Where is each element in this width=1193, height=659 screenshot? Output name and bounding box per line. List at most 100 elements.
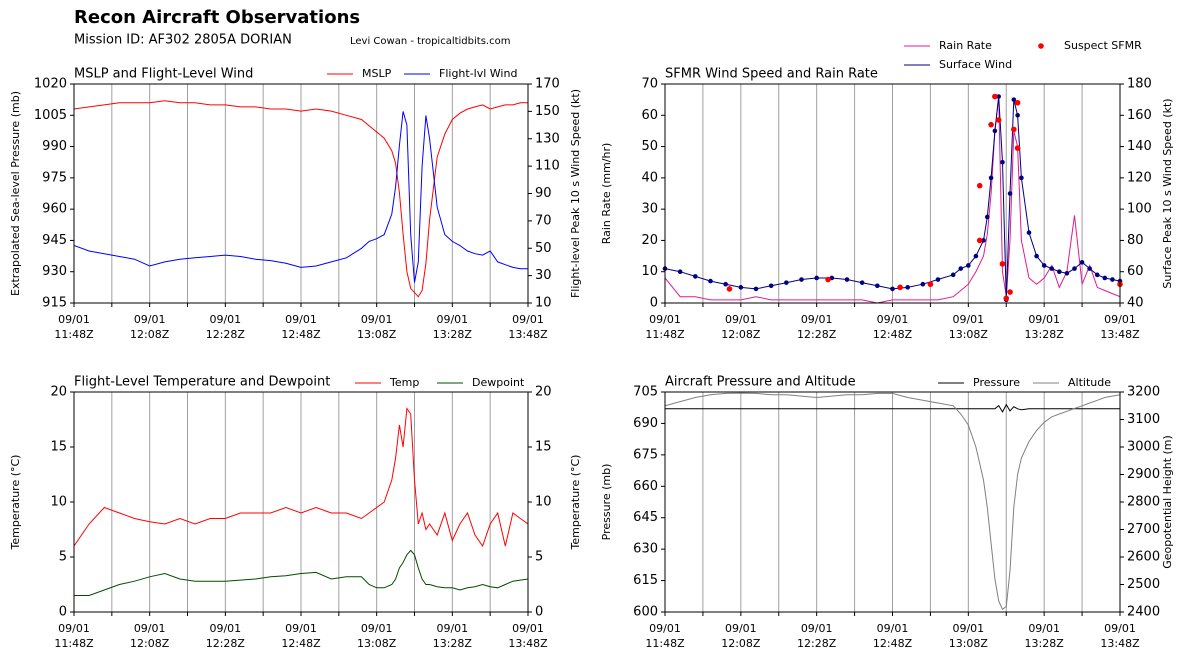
y-tick-label: 645 xyxy=(633,510,658,525)
y-tick-label: 690 xyxy=(633,416,658,431)
y-tick-label: 20 xyxy=(641,233,658,248)
y-tick-label: 0 xyxy=(650,296,658,311)
y-tick-label: 5 xyxy=(59,550,67,565)
series-point xyxy=(890,286,895,292)
y2-tick-label: 2400 xyxy=(1127,605,1160,620)
series-point xyxy=(768,283,774,289)
series-point xyxy=(753,286,759,292)
axes-title: Flight-Level Temperature and Dewpoint xyxy=(74,375,330,390)
legend-label: Altitude xyxy=(1068,376,1111,389)
series-line xyxy=(665,96,1120,303)
series-line xyxy=(665,392,1120,611)
y2-tick-label: 0 xyxy=(535,605,543,620)
series-point xyxy=(935,277,941,282)
y2-tick-label: 3000 xyxy=(1127,440,1160,455)
x-tick-label: 09/01 12:28Z xyxy=(797,313,837,341)
series-point xyxy=(992,128,998,134)
series-point xyxy=(844,277,850,282)
series-point xyxy=(996,94,1001,99)
suspect-point xyxy=(927,281,934,288)
series-point xyxy=(1011,97,1017,102)
series-line xyxy=(74,100,528,298)
y-tick-label: 915 xyxy=(42,296,67,311)
series-point xyxy=(1072,266,1077,271)
x-tick-label: 09/01 13:48Z xyxy=(508,622,548,650)
series-point xyxy=(738,285,744,290)
legend-label: Suspect SFMR xyxy=(1064,39,1142,52)
y-tick-label: 705 xyxy=(633,385,658,400)
y2-axis-label: Temperature (°C) xyxy=(569,455,582,551)
y2-tick-label: 70 xyxy=(535,213,552,228)
series-point xyxy=(1015,112,1020,118)
y2-tick-label: 10 xyxy=(535,296,552,311)
x-tick-label: 09/01 13:28Z xyxy=(1025,622,1065,650)
y2-tick-label: 90 xyxy=(535,186,552,201)
x-tick-label: 09/01 13:48Z xyxy=(1100,622,1140,650)
series-point xyxy=(1094,272,1100,278)
legend-label: Rain Rate xyxy=(939,39,992,52)
x-tick-label: 09/01 13:48Z xyxy=(1100,313,1140,341)
series-point xyxy=(1000,159,1005,165)
series-point xyxy=(1087,266,1092,271)
series-point xyxy=(1007,191,1013,196)
x-tick-label: 09/01 13:08Z xyxy=(357,313,397,341)
x-tick-label: 09/01 12:28Z xyxy=(797,622,837,650)
x-tick-label: 09/01 13:08Z xyxy=(949,622,989,650)
legend-marker xyxy=(1038,43,1044,49)
series-point xyxy=(1019,175,1024,181)
y2-tick-label: 80 xyxy=(1127,233,1144,248)
series-point xyxy=(950,272,956,278)
y2-axis-label: Flight-level Peak 10 s Wind Speed (kt) xyxy=(569,89,582,298)
suspect-point xyxy=(976,237,983,244)
suspect-point xyxy=(1014,99,1021,106)
legend-label: Pressure xyxy=(973,376,1020,389)
y2-axis-label: Geopotential Height (m) xyxy=(1161,435,1174,569)
series-point xyxy=(988,175,994,181)
page-title: Recon Aircraft Observations xyxy=(74,7,360,28)
x-tick-label: 09/01 12:08Z xyxy=(721,313,761,341)
y2-tick-label: 2700 xyxy=(1127,522,1160,537)
series-point xyxy=(814,275,819,281)
subtitle: Mission ID: AF302 2805A DORIAN xyxy=(74,33,292,48)
x-tick-label: 09/01 12:48Z xyxy=(873,313,913,341)
y-tick-label: 1020 xyxy=(34,77,67,92)
series-point xyxy=(1110,277,1115,282)
y2-tick-label: 50 xyxy=(535,241,552,256)
y-tick-label: 15 xyxy=(50,440,67,455)
x-tick-label: 09/01 13:28Z xyxy=(433,622,473,650)
y2-tick-label: 2900 xyxy=(1127,467,1160,482)
x-tick-label: 09/01 12:08Z xyxy=(130,622,170,650)
series-point xyxy=(1049,266,1055,271)
y2-tick-label: 120 xyxy=(1127,170,1152,185)
series-line xyxy=(74,549,528,596)
y2-tick-label: 15 xyxy=(535,440,552,455)
y2-tick-label: 2800 xyxy=(1127,495,1160,510)
suspect-point xyxy=(1014,145,1021,151)
x-tick-label: 09/01 11:48Z xyxy=(645,622,685,650)
suspect-point xyxy=(999,261,1006,267)
axes-title: SFMR Wind Speed and Rain Rate xyxy=(665,67,878,82)
y2-tick-label: 5 xyxy=(535,550,543,565)
suspect-point xyxy=(1003,295,1010,302)
y-axis-label: Pressure (mb) xyxy=(600,464,613,541)
series-line xyxy=(74,111,528,283)
y2-tick-label: 40 xyxy=(1127,296,1144,311)
y2-tick-label: 2600 xyxy=(1127,550,1160,565)
y2-tick-label: 150 xyxy=(535,104,560,119)
x-tick-label: 09/01 12:28Z xyxy=(206,622,246,650)
y2-tick-label: 110 xyxy=(535,159,560,174)
y-tick-label: 960 xyxy=(42,202,67,217)
x-tick-label: 09/01 11:48Z xyxy=(54,622,94,650)
x-tick-label: 09/01 12:28Z xyxy=(206,313,246,341)
y-tick-label: 30 xyxy=(641,202,658,217)
series-point xyxy=(984,214,990,220)
series-point xyxy=(981,238,986,243)
y-tick-label: 600 xyxy=(633,605,658,620)
x-tick-label: 09/01 12:08Z xyxy=(721,622,761,650)
x-tick-label: 09/01 12:48Z xyxy=(281,622,321,650)
suspect-point xyxy=(995,117,1002,123)
y2-tick-label: 130 xyxy=(535,131,560,146)
series-point xyxy=(1034,253,1039,259)
suspect-point xyxy=(992,93,998,100)
